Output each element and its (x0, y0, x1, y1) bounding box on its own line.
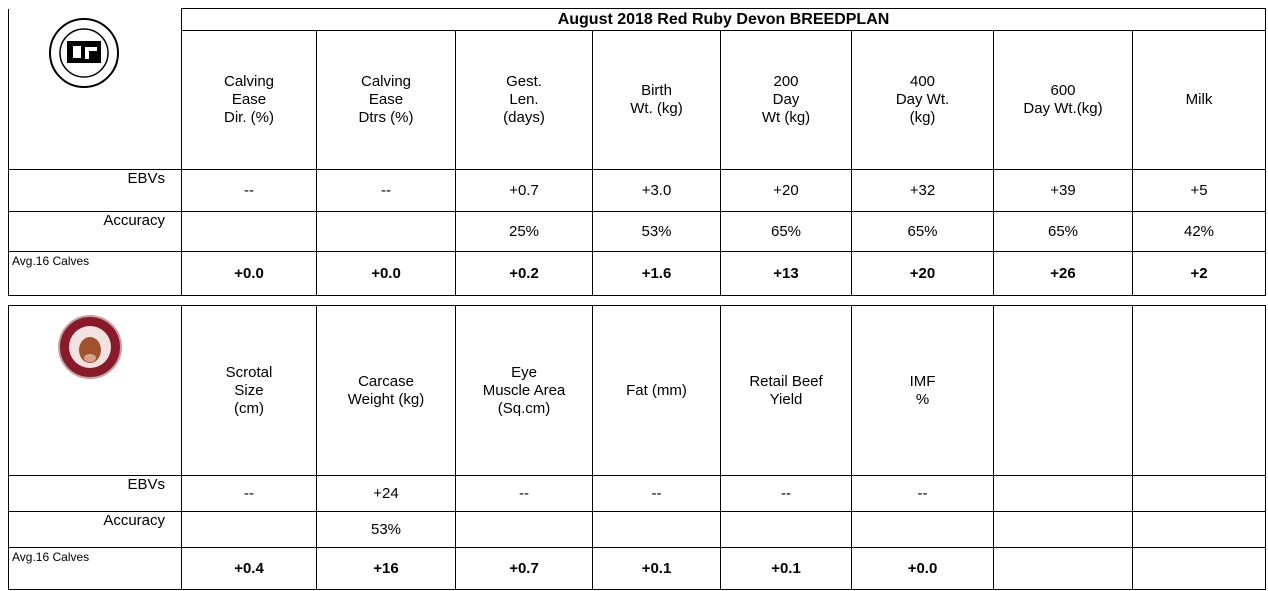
column-header: IMF % (851, 305, 994, 476)
column-header: Gest. Len. (days) (455, 30, 593, 170)
value-cell: +0.4 (181, 547, 317, 590)
value-cell: +5 (1132, 169, 1266, 212)
value-cell: +32 (851, 169, 994, 212)
value-cell (720, 511, 852, 548)
data-row: Accuracy 25% 53% 65% 65% 65% 42% (8, 211, 1266, 252)
row-label: EBVs (8, 475, 182, 512)
row-label: Avg.16 Calves (8, 251, 182, 296)
value-cell: -- (592, 475, 721, 512)
value-cell (1132, 547, 1266, 590)
data-row: Avg.16 Calves +0.0 +0.0 +0.2 +1.6 +13 +20 +26 +2 (8, 251, 1266, 296)
data-row: Accuracy 53% (8, 511, 1266, 548)
value-cell (181, 211, 317, 252)
value-cell: +3.0 (592, 169, 721, 212)
value-cell: 42% (1132, 211, 1266, 252)
value-cell: +0.7 (455, 169, 593, 212)
value-cell: +1.6 (592, 251, 721, 296)
data-row: EBVs -- +24 -- -- -- -- (8, 475, 1266, 512)
value-cell (993, 475, 1133, 512)
value-cell: 65% (720, 211, 852, 252)
value-cell: +0.1 (592, 547, 721, 590)
value-cell: -- (181, 169, 317, 212)
column-header: Milk (1132, 30, 1266, 170)
column-header (993, 305, 1133, 476)
value-cell: +20 (851, 251, 994, 296)
value-cell: 53% (316, 511, 456, 548)
value-cell: 53% (592, 211, 721, 252)
value-cell (316, 211, 456, 252)
header-row: Scrotal Size (cm) Carcase Weight (kg) Eye … (8, 305, 1266, 476)
value-cell: -- (181, 475, 317, 512)
value-cell: +20 (720, 169, 852, 212)
value-cell: +0.2 (455, 251, 593, 296)
value-cell (993, 547, 1133, 590)
value-cell: -- (851, 475, 994, 512)
column-header (1132, 305, 1266, 476)
value-cell: 65% (851, 211, 994, 252)
title-row: August 2018 Red Ruby Devon BREEDPLAN (8, 8, 1266, 170)
data-row: Avg.16 Calves +0.4 +16 +0.7 +0.1 +0.1 +0.0 (8, 547, 1266, 590)
value-cell: +24 (316, 475, 456, 512)
row-label: Avg.16 Calves (8, 547, 182, 590)
devon-logo (58, 315, 122, 379)
logo-cell (8, 305, 182, 476)
header-row: Calving Ease Dir. (%) Calving Ease Dtrs (… (9, 30, 1266, 170)
value-cell (455, 511, 593, 548)
value-cell: +13 (720, 251, 852, 296)
column-header: 600 Day Wt.(kg) (993, 30, 1133, 170)
value-cell: 65% (993, 211, 1133, 252)
value-cell: +39 (993, 169, 1133, 212)
logo-cell (8, 8, 182, 170)
value-cell (1132, 475, 1266, 512)
column-header: 400 Day Wt. (kg) (851, 30, 994, 170)
value-cell: -- (720, 475, 852, 512)
column-header: 200 Day Wt (kg) (720, 30, 852, 170)
value-cell: +2 (1132, 251, 1266, 296)
row-label: EBVs (8, 169, 182, 212)
value-cell (1132, 511, 1266, 548)
column-header: Scrotal Size (cm) (181, 305, 317, 476)
row-label: Accuracy (8, 511, 182, 548)
column-header: Fat (mm) (592, 305, 721, 476)
value-cell (851, 511, 994, 548)
column-header: Eye Muscle Area (Sq.cm) (455, 305, 593, 476)
carcase-table: Scrotal Size (cm) Carcase Weight (kg) Eye … (8, 305, 1266, 590)
data-row: EBVs -- -- +0.7 +3.0 +20 +32 +39 +5 (8, 169, 1266, 212)
value-cell: +0.0 (316, 251, 456, 296)
value-cell: +0.7 (455, 547, 593, 590)
value-cell: +26 (993, 251, 1133, 296)
value-cell (181, 511, 317, 548)
breedplan-logo (49, 17, 119, 88)
value-cell: +16 (316, 547, 456, 590)
value-cell (993, 511, 1133, 548)
row-label: Accuracy (8, 211, 182, 252)
value-cell (592, 511, 721, 548)
column-header: Calving Ease Dtrs (%) (316, 30, 456, 170)
value-cell: -- (455, 475, 593, 512)
column-header: Carcase Weight (kg) (316, 305, 456, 476)
value-cell: +0.1 (720, 547, 852, 590)
value-cell: +0.0 (181, 251, 317, 296)
value-cell: -- (316, 169, 456, 212)
table-title: August 2018 Red Ruby Devon BREEDPLAN (181, 8, 1266, 31)
column-header: Calving Ease Dir. (%) (181, 30, 317, 170)
value-cell: +0.0 (851, 547, 994, 590)
column-header: Birth Wt. (kg) (592, 30, 721, 170)
column-header: Retail Beef Yield (720, 305, 852, 476)
value-cell: 25% (455, 211, 593, 252)
breedplan-table: August 2018 Red Ruby Devon BREEDPLAN Calv… (8, 8, 1266, 296)
